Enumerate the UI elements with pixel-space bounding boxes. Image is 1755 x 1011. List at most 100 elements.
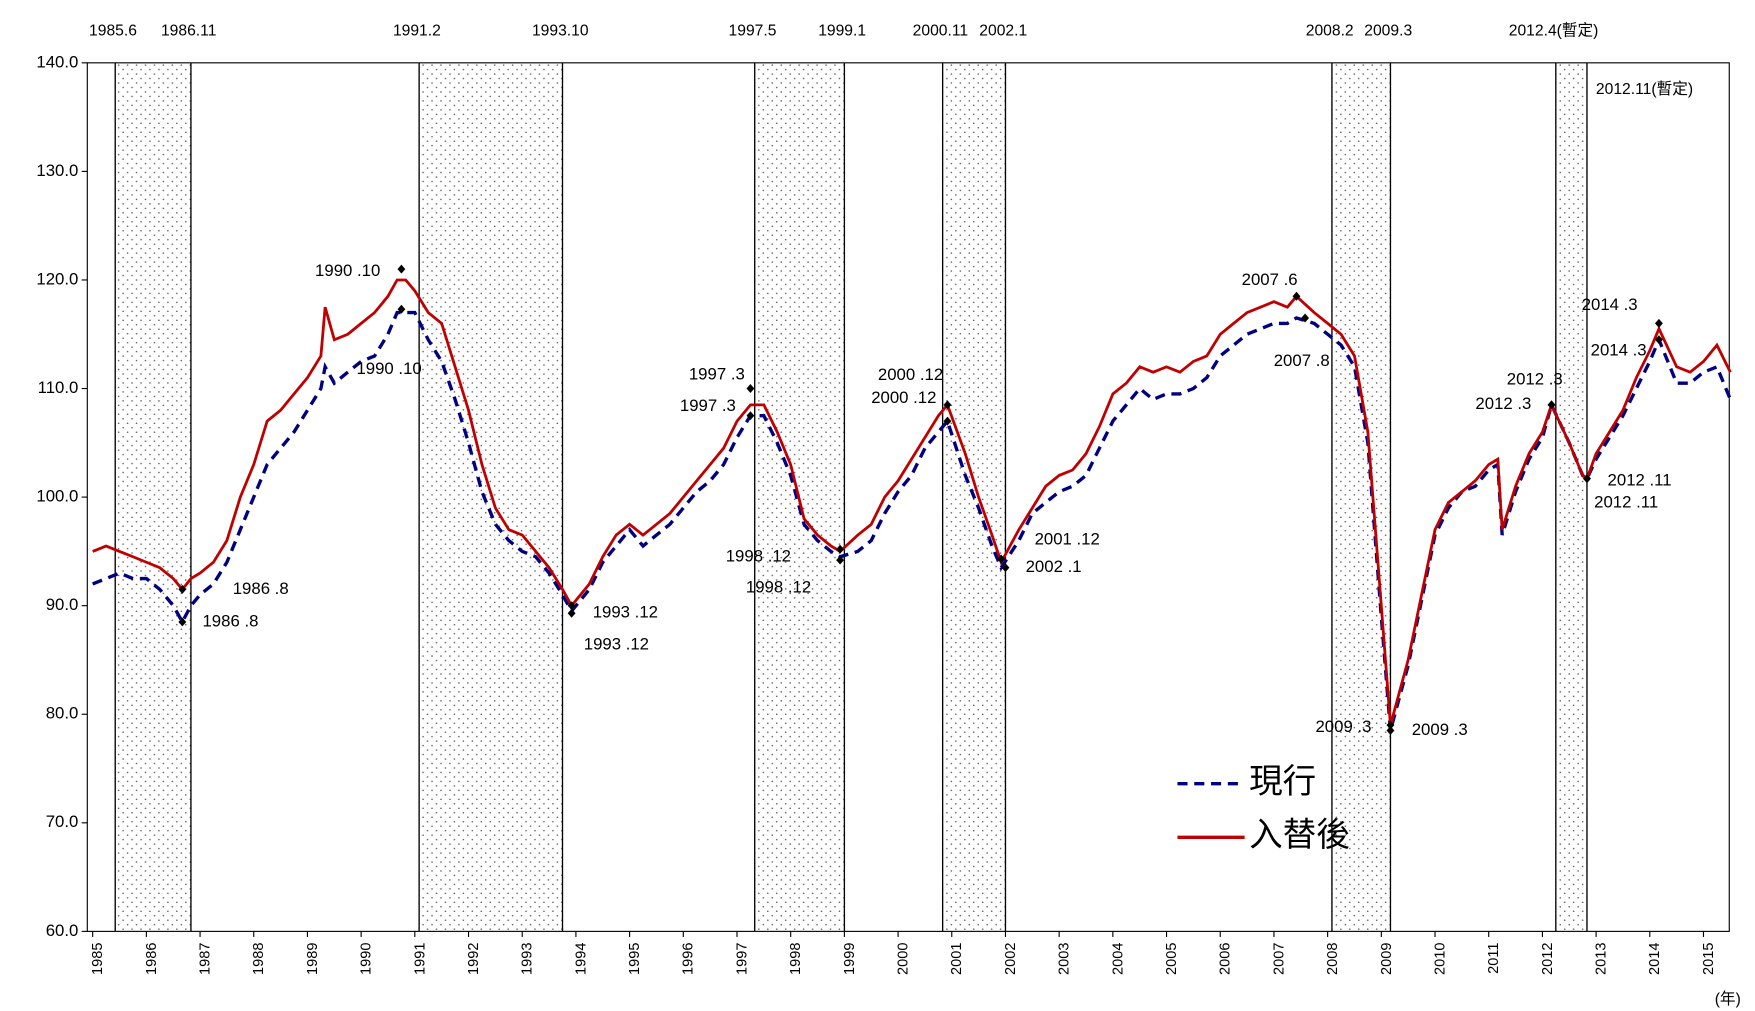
- turning-point: [1655, 335, 1663, 345]
- turning-point-label: 2012 .11: [1594, 493, 1658, 512]
- turning-point-label: 1997 .3: [689, 365, 745, 384]
- turning-point-label: 2009 .3: [1315, 717, 1371, 736]
- y-tick-label: 120.0: [36, 269, 78, 288]
- turning-point-label: 1998 .12: [746, 577, 811, 596]
- turning-point-label: 1993 .12: [584, 634, 649, 653]
- x-tick-label: 2005: [1164, 943, 1180, 975]
- plot-frame: [86, 62, 1730, 932]
- x-tick-label: 2000: [896, 943, 912, 975]
- boundary-label: 2009.3: [1364, 23, 1412, 40]
- x-tick-label: 2006: [1218, 943, 1234, 975]
- turning-point-label: 2007 .6: [1242, 270, 1298, 289]
- y-tick-label: 140.0: [36, 52, 78, 71]
- turning-point-label: 2000 .12: [878, 365, 943, 384]
- series-line: [92, 278, 1732, 726]
- x-tick-label: 1996: [681, 943, 697, 975]
- x-tick-label: 1985: [90, 943, 106, 975]
- x-tick-label: 1990: [359, 943, 375, 975]
- x-tick-label: 1999: [842, 943, 858, 975]
- turning-point: [1386, 726, 1395, 736]
- recession-band: [1331, 62, 1391, 932]
- x-tick-label: 2009: [1379, 943, 1395, 975]
- x-tick-label: 1998: [788, 943, 804, 975]
- turning-point-label: 2002 .1: [1026, 557, 1082, 576]
- y-tick-label: 100.0: [36, 487, 78, 506]
- turning-point: [943, 400, 952, 410]
- turning-point-label: 2007 .8: [1274, 351, 1330, 370]
- turning-point: [997, 554, 1006, 564]
- y-tick-label: 70.0: [46, 812, 79, 831]
- turning-point-label: 1997 .3: [680, 396, 736, 415]
- turning-point: [1301, 313, 1309, 323]
- x-tick-label: 2004: [1110, 943, 1126, 975]
- x-tick-label: 1994: [573, 943, 589, 975]
- boundary-label: 2012.4(暫定): [1509, 22, 1599, 40]
- turning-point-label: 1990 .10: [356, 359, 421, 378]
- x-axis-label: (年): [1715, 990, 1741, 1008]
- boundary-label: 2000.11: [913, 23, 968, 40]
- turning-point: [397, 304, 406, 314]
- recession-band: [115, 62, 191, 932]
- turning-point-label: 1993 .12: [593, 603, 658, 622]
- x-tick-label: 2014: [1647, 943, 1663, 975]
- turning-point-label: 2012 .11: [1608, 470, 1672, 489]
- turning-point: [746, 384, 755, 394]
- turning-point: [943, 416, 952, 426]
- x-tick-label: 1987: [197, 943, 213, 975]
- x-tick-label: 2003: [1057, 943, 1073, 975]
- turning-point-label: 2012 .3: [1507, 370, 1563, 389]
- boundary-label: 2002.1: [979, 23, 1027, 40]
- boundary-label: 1997.5: [729, 23, 777, 40]
- x-tick-label: 1993: [520, 943, 536, 975]
- x-tick-label: 1991: [412, 943, 428, 975]
- boundary-label: 1999.1: [818, 23, 866, 40]
- boundary-label: 1985.6: [89, 23, 137, 40]
- x-tick-label: 2007: [1271, 943, 1287, 975]
- turning-point-label: 1986 .8: [202, 611, 258, 630]
- x-tick-label: 2010: [1432, 943, 1448, 975]
- turning-point-label: 2000 .12: [871, 388, 936, 407]
- x-tick-label: 1986: [144, 943, 160, 975]
- turning-point-label: 2012 .3: [1475, 394, 1531, 413]
- turning-point-label: 2014 .3: [1582, 295, 1638, 314]
- x-tick-label: 2015: [1701, 943, 1717, 975]
- boundary-label: 1991.2: [393, 23, 441, 40]
- x-tick-label: 2012: [1540, 943, 1556, 975]
- turning-point: [178, 584, 187, 594]
- x-tick-label: 1992: [466, 943, 482, 975]
- turning-point: [1547, 400, 1556, 410]
- turning-point-label: 1986 .8: [233, 579, 289, 598]
- y-tick-label: 110.0: [38, 378, 79, 397]
- series-line: [92, 310, 1732, 731]
- recession-band: [1555, 62, 1587, 932]
- x-tick-label: 1989: [305, 943, 321, 975]
- turning-point: [1583, 474, 1591, 484]
- x-tick-label: 2001: [949, 943, 965, 975]
- turning-point-label: 2009 .3: [1412, 720, 1468, 739]
- x-tick-label: 1988: [251, 943, 267, 975]
- turning-point: [1292, 291, 1301, 301]
- boundary-label: 2012.11(暫定): [1596, 80, 1693, 98]
- turning-point-label: 1990 .10: [315, 261, 380, 280]
- x-tick-label: 2011: [1486, 943, 1502, 974]
- x-tick-label: 2013: [1594, 943, 1610, 975]
- x-tick-label: 1997: [734, 943, 750, 975]
- turning-point: [178, 617, 187, 627]
- x-tick-label: 1995: [627, 943, 643, 975]
- y-tick-label: 90.0: [46, 595, 79, 614]
- boundary-label: 1993.10: [532, 23, 589, 40]
- legend-label: 入替後: [1249, 816, 1350, 854]
- turning-point: [1655, 318, 1663, 328]
- turning-point: [1386, 720, 1395, 730]
- y-tick-label: 60.0: [46, 921, 79, 940]
- legend-label: 現行: [1249, 763, 1316, 801]
- boundary-label: 1986.11: [161, 23, 216, 40]
- boundary-label: 2008.2: [1306, 23, 1354, 40]
- y-tick-label: 130.0: [36, 161, 78, 180]
- y-tick-label: 80.0: [46, 704, 79, 723]
- x-tick-label: 2008: [1325, 943, 1341, 975]
- turning-point-label: 2014 .3: [1591, 340, 1647, 359]
- turning-point-label: 1998 .12: [726, 546, 791, 565]
